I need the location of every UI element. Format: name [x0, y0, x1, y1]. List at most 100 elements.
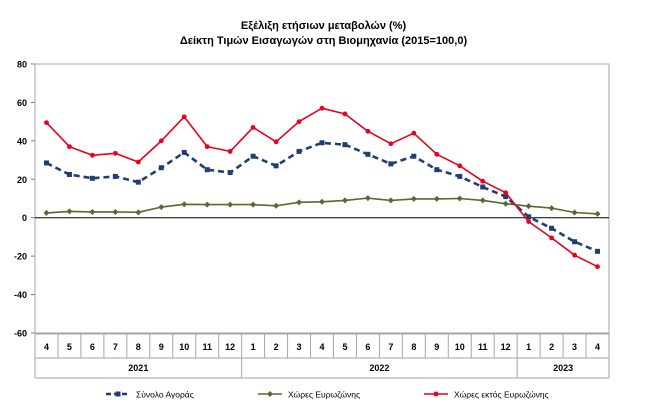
data-point: [571, 209, 578, 216]
y-tick-label: -40: [14, 290, 27, 300]
data-point: [273, 163, 279, 169]
year-label: 2021: [128, 363, 148, 373]
data-point: [296, 199, 303, 206]
x-tick-label: 3: [572, 342, 577, 352]
data-point: [572, 239, 578, 245]
data-point: [250, 201, 257, 208]
data-point: [227, 149, 233, 154]
data-point: [341, 197, 348, 204]
data-point: [595, 248, 601, 254]
legend: Σύνολο Αγοράς Χώρες Ευρωζώνης Χώρες εκτός …: [106, 390, 549, 400]
data-point: [572, 252, 577, 258]
data-point: [204, 144, 210, 150]
data-point: [525, 203, 532, 210]
data-point: [158, 204, 165, 211]
data-point: [388, 161, 394, 167]
x-tick-label: 4: [595, 342, 600, 352]
x-tick-label: 6: [90, 342, 95, 352]
data-point: [66, 208, 73, 215]
data-point: [480, 178, 486, 184]
data-point: [526, 219, 532, 224]
series-layer: [43, 105, 601, 270]
data-point: [457, 163, 463, 169]
legend-marker: [115, 391, 121, 397]
data-point: [204, 201, 211, 208]
series-3: [44, 105, 600, 270]
x-tick-label: 2: [549, 342, 554, 352]
y-tick-label: 20: [17, 175, 27, 185]
data-point: [89, 175, 95, 181]
data-point: [43, 160, 49, 166]
x-tick-label: 7: [113, 342, 118, 352]
data-point: [90, 152, 95, 158]
x-tick-label: 4: [44, 342, 49, 352]
legend-label: Σύνολο Αγοράς: [136, 390, 194, 400]
data-point: [204, 167, 210, 173]
data-point: [66, 171, 72, 177]
series-2: [43, 195, 601, 217]
data-point: [158, 165, 164, 171]
data-point: [411, 153, 417, 159]
data-point: [319, 198, 325, 205]
x-tick-label: 11: [202, 342, 212, 352]
x-tick-label: 4: [319, 342, 324, 352]
x-tick-label: 1: [251, 342, 256, 352]
data-point: [273, 202, 280, 209]
axes: 80 60 40 20 0 -20 -40 -60: [14, 60, 610, 339]
data-point: [43, 209, 50, 216]
x-tick-label: 6: [365, 342, 370, 352]
data-point: [67, 144, 72, 150]
data-point: [135, 209, 142, 216]
data-point: [44, 120, 49, 126]
legend-item: Χώρες εκτός Ευρωζώνης: [424, 390, 549, 400]
year-label: 2023: [553, 363, 573, 373]
chart-subtitle: Δείκτη Τιμών Εισαγωγών στη Βιομηχανία (2…: [179, 35, 468, 47]
legend-label: Χώρες εκτός Ευρωζώνης: [454, 390, 549, 400]
data-point: [526, 214, 532, 220]
x-tick-label: 9: [434, 342, 439, 352]
x-tick-label: 5: [67, 342, 72, 352]
data-point: [365, 128, 371, 134]
data-point: [112, 208, 119, 215]
data-point: [594, 210, 601, 217]
x-tick-label: 11: [478, 342, 488, 352]
legend-marker: [433, 391, 439, 397]
data-point: [250, 125, 256, 130]
y-tick-label: -60: [14, 329, 27, 339]
x-tick-label: 12: [501, 342, 511, 352]
data-point: [387, 197, 394, 204]
data-point: [503, 190, 509, 196]
legend-item: Χώρες Ευρωζώνης: [258, 390, 360, 400]
x-tick-label: 2: [274, 342, 279, 352]
x-tick-label: 10: [179, 342, 189, 352]
data-point: [227, 201, 234, 208]
data-point: [549, 235, 554, 241]
data-point: [434, 167, 440, 173]
data-point: [548, 205, 555, 212]
data-point: [181, 114, 187, 120]
data-point: [342, 111, 348, 117]
chart-title: Εξέλιξη ετήσιων μεταβολών (%): [240, 20, 407, 32]
data-point: [502, 200, 509, 207]
x-tick-label: 10: [455, 342, 465, 352]
data-point: [433, 195, 440, 202]
data-point: [434, 151, 440, 157]
y-tick-label: 0: [22, 213, 27, 223]
x-tick-label: 8: [136, 342, 141, 352]
data-point: [296, 119, 302, 125]
x-tick-label: 3: [297, 342, 302, 352]
plot-frame: [34, 63, 610, 334]
x-tick-label: 7: [388, 342, 393, 352]
data-point: [457, 173, 463, 179]
data-point: [135, 179, 141, 185]
data-point: [388, 141, 394, 147]
data-point: [479, 197, 486, 204]
data-point: [227, 170, 233, 176]
data-point: [273, 139, 279, 145]
data-point: [181, 149, 187, 155]
data-point: [342, 142, 348, 148]
data-point: [319, 105, 325, 111]
data-point: [319, 140, 325, 146]
